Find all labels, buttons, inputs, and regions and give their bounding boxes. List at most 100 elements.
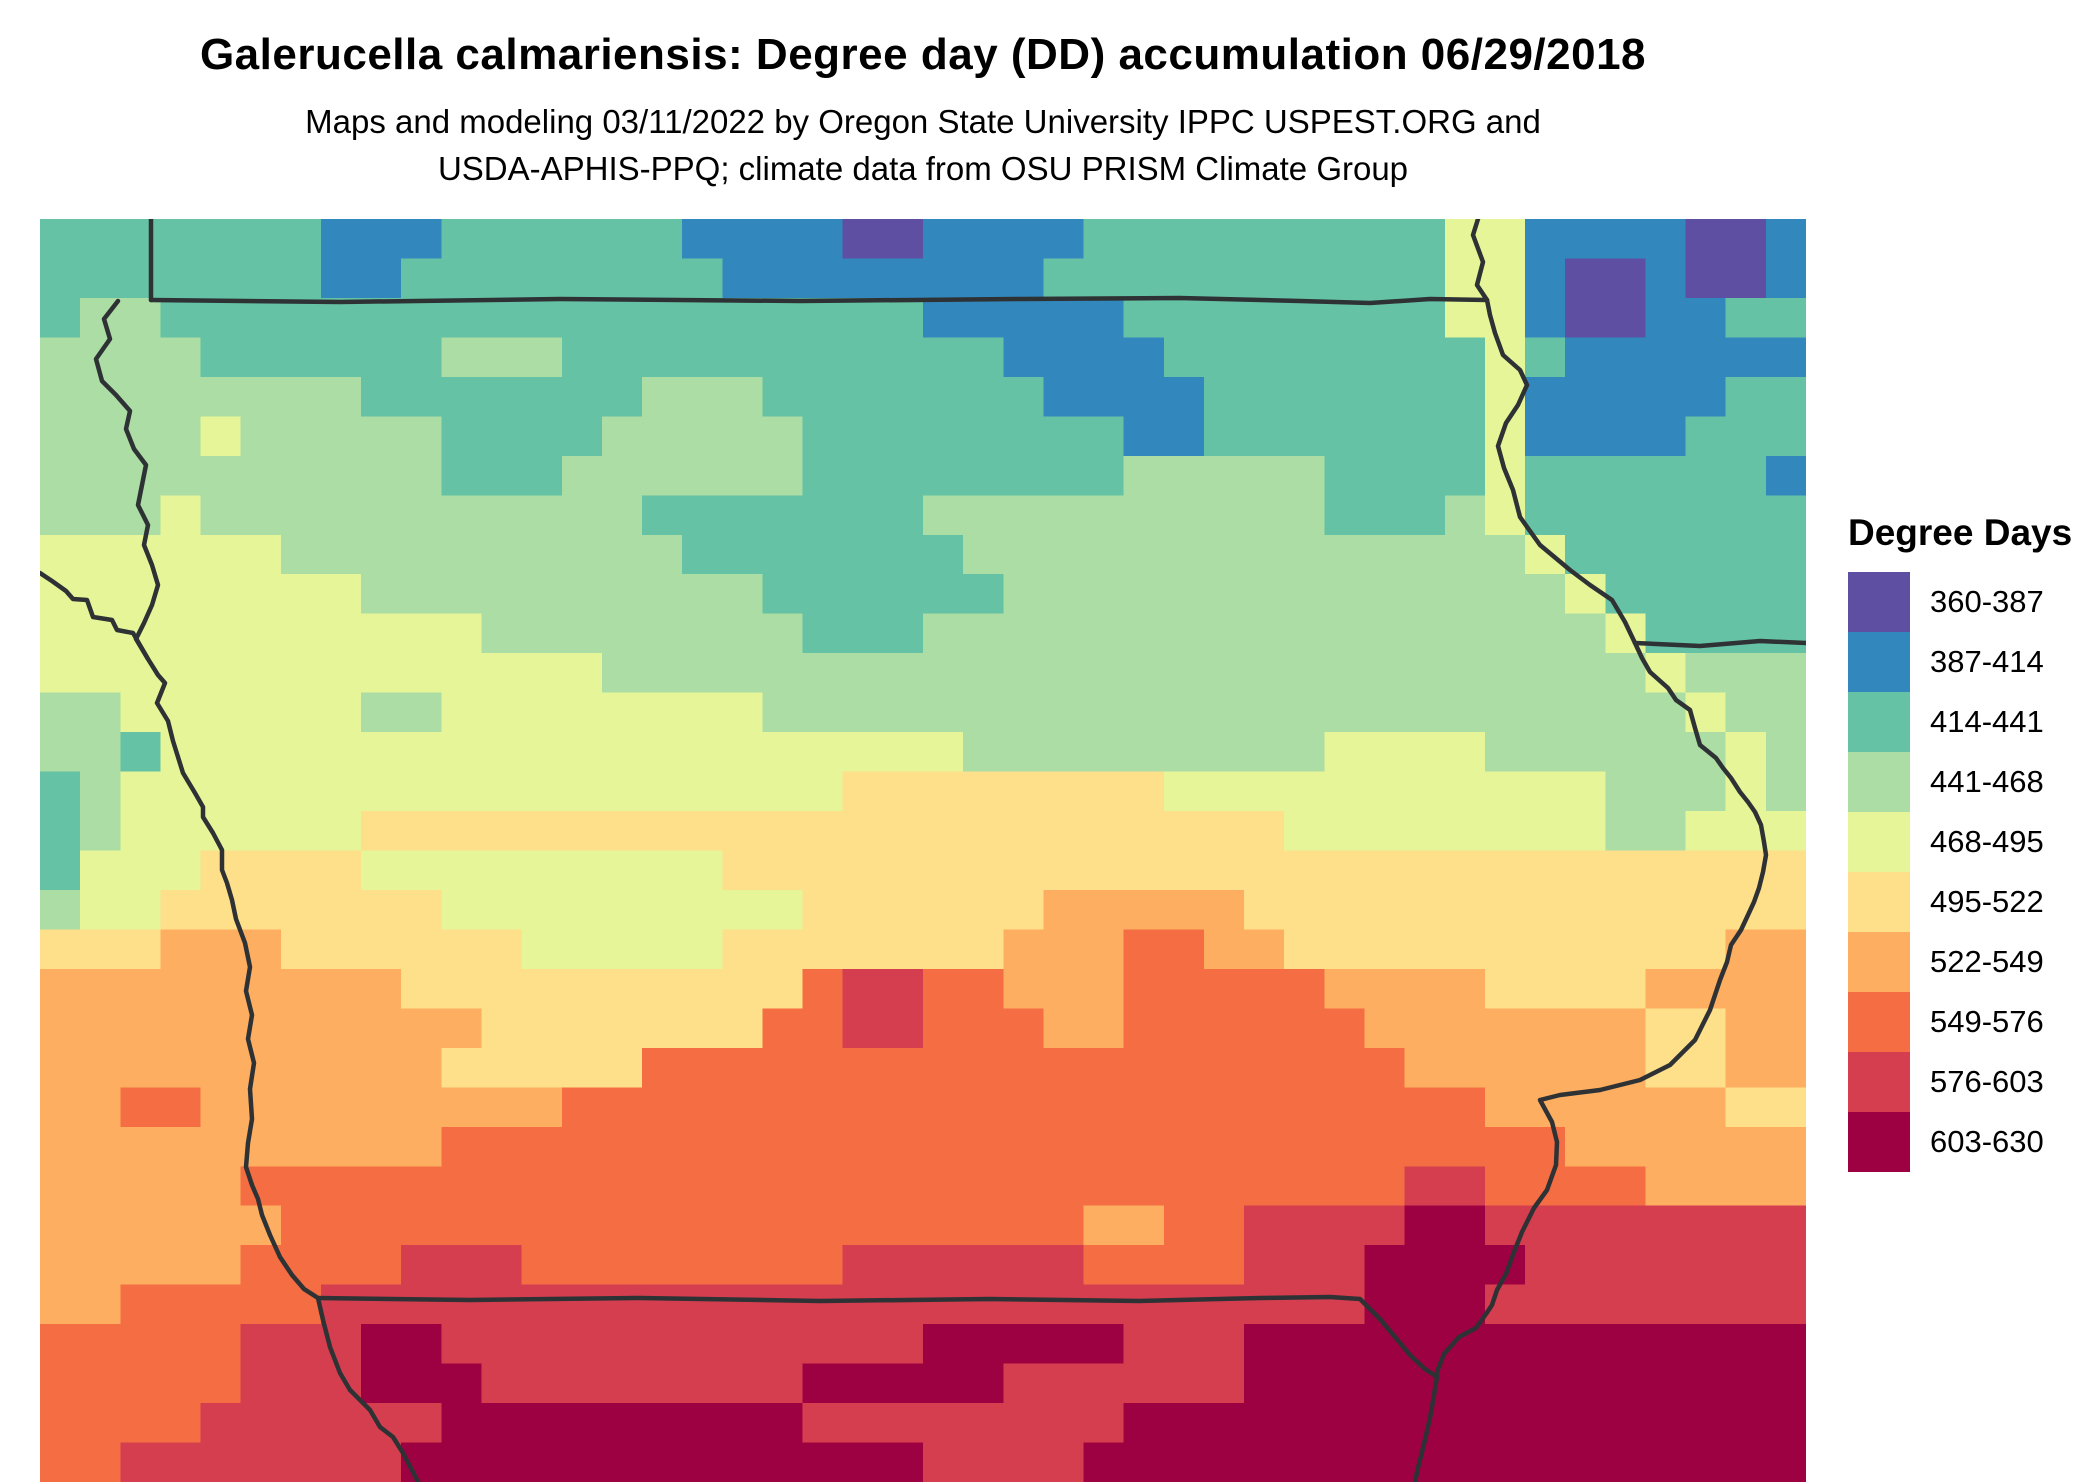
raster-cell-run	[40, 968, 402, 1009]
raster-cell-run	[160, 889, 442, 931]
raster-cell-run	[401, 1245, 523, 1286]
raster-cell-run	[1725, 297, 1806, 339]
raster-cell-run	[361, 376, 643, 417]
raster-cell-run	[120, 811, 362, 852]
raster-cell-run	[40, 1245, 242, 1286]
raster-cell-run	[401, 1442, 924, 1482]
raster-cell-run	[802, 1403, 1125, 1444]
raster-cell-run	[1123, 1324, 1245, 1365]
raster-cell-run	[1324, 455, 1486, 496]
raster-cell-run	[1765, 258, 1806, 299]
page-title: Galerucella calmariensis: Degree day (DD…	[199, 30, 1647, 79]
raster-cell-run	[40, 376, 362, 417]
raster-cell-run	[1484, 1284, 1806, 1325]
raster-cell-run	[280, 1205, 1085, 1246]
raster-cell-run	[1725, 732, 1767, 773]
raster-cell-run	[240, 1166, 1406, 1207]
raster-cell-run	[40, 1363, 242, 1404]
raster-cell-run	[682, 219, 844, 260]
raster-cell-run	[441, 1047, 643, 1088]
legend-label: 441-468	[1930, 764, 2044, 799]
raster-cell-run	[40, 1403, 202, 1444]
raster-cell-run	[722, 850, 1806, 891]
legend-item: 360-387	[1848, 572, 2098, 632]
raster-cell-run	[40, 1126, 442, 1167]
raster-cell-run	[1725, 1087, 1806, 1128]
raster-cell-run	[1685, 219, 1767, 260]
raster-cell-run	[361, 811, 1285, 852]
legend: Degree Days 360-387 387-414 414-441 441-468…	[1848, 512, 2098, 1172]
raster-cell-run	[1244, 1205, 1406, 1246]
raster-cell-run	[40, 1442, 121, 1482]
raster-cell-run	[601, 653, 1647, 694]
raster-cell-run	[1404, 1166, 1486, 1207]
raster-cell-run	[1123, 929, 1205, 970]
raster-cell-run	[1645, 968, 1806, 1009]
raster-cell-run	[1444, 258, 1526, 299]
raster-cell-run	[1284, 811, 1606, 852]
raster-cell-run	[1685, 258, 1767, 299]
raster-cell-run	[200, 1403, 442, 1444]
raster-cell-run	[1525, 297, 1566, 339]
raster-cell-run	[1525, 416, 1687, 457]
raster-cell-run	[1725, 1047, 1806, 1088]
raster-cell-run	[320, 258, 402, 299]
raster-cell-run	[521, 929, 723, 970]
raster-cell-run	[1565, 534, 1806, 575]
raster-cell-run	[120, 732, 162, 773]
raster-cell-run	[1364, 1008, 1647, 1049]
raster-cell-run	[80, 889, 162, 931]
raster-cell-run	[280, 534, 683, 575]
legend-rows: 360-387 387-414 414-441 441-468 468-495 495-5…	[1848, 572, 2098, 1172]
raster-cell-run	[1083, 1442, 1806, 1482]
raster-cell-run	[561, 337, 1004, 378]
raster-cell-run	[320, 219, 442, 260]
raster-cell-run	[802, 889, 1045, 931]
raster-cell-run	[441, 1126, 1566, 1167]
raster-cell-run	[1725, 376, 1806, 417]
raster-cell-run	[1605, 574, 1806, 615]
raster-cell-run	[200, 850, 362, 891]
raster-cell-run	[923, 297, 1125, 339]
title-block: Galerucella calmariensis: Degree day (DD…	[40, 0, 1806, 192]
raster-cell-run	[401, 258, 723, 299]
raster-cell-run	[1685, 416, 1806, 457]
legend-swatch	[1848, 872, 1910, 932]
raster-cell-run	[40, 337, 202, 378]
raster-cell-run	[40, 1008, 483, 1049]
raster-cell-run	[1123, 455, 1325, 496]
raster-cell-run	[361, 1324, 442, 1365]
raster-cell-run	[1525, 1245, 1806, 1286]
raster-cell-run	[1163, 1205, 1245, 1246]
raster-cell-run	[1645, 258, 1687, 299]
raster-cell-run	[1003, 574, 1566, 615]
raster-cell-run	[1645, 297, 1727, 339]
raster-cell-run	[1364, 1245, 1526, 1286]
raster-cell-run	[642, 1047, 1406, 1088]
raster-cell-run	[40, 258, 322, 299]
page-subtitle: Maps and modeling 03/11/2022 by Oregon S…	[40, 98, 1806, 192]
raster-cell-run	[40, 811, 81, 852]
raster-cell-run	[441, 889, 804, 931]
legend-swatch	[1848, 992, 1910, 1052]
legend-label: 549-576	[1930, 1004, 2044, 1039]
raster-cell-run	[1685, 653, 1806, 694]
legend-label: 360-387	[1930, 584, 2044, 619]
legend-swatch	[1848, 752, 1910, 812]
raster-cell-run	[1565, 337, 1806, 378]
raster-cell-run	[762, 1008, 844, 1049]
raster-cell-run	[1525, 495, 1806, 536]
raster-cell-run	[120, 1087, 202, 1128]
raster-cell-run	[1404, 1047, 1647, 1088]
raster-cell-run	[1565, 1126, 1806, 1167]
raster-cell-run	[40, 1166, 242, 1207]
raster-cell-run	[642, 376, 764, 417]
legend-label: 414-441	[1930, 704, 2044, 739]
raster-cell-run	[1324, 968, 1486, 1009]
page-subtitle-line-1: Maps and modeling 03/11/2022 by Oregon S…	[305, 103, 1541, 140]
raster-cell-run	[40, 1205, 282, 1246]
raster-cell-run	[40, 574, 362, 615]
raster-cell-run	[1163, 771, 1606, 812]
raster-cell-run	[160, 495, 202, 536]
raster-cell-run	[240, 1324, 362, 1365]
